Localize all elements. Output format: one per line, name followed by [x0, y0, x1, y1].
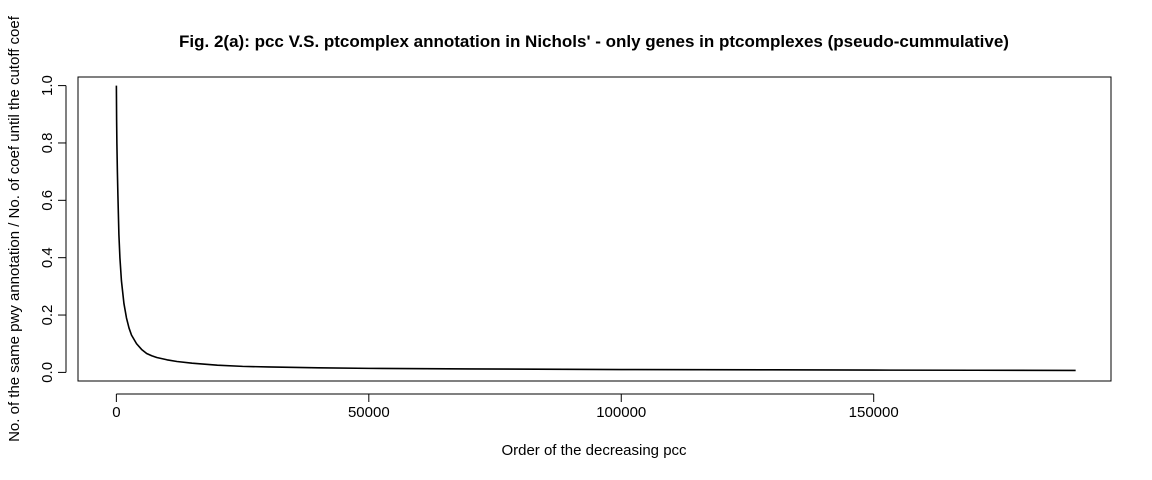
series-layer [115, 85, 1076, 372]
y-tick-label: 0.6 [39, 190, 56, 211]
x-axis-label: Order of the decreasing pcc [501, 442, 687, 459]
x-axis: 0 50000 100000 150000 [112, 393, 899, 421]
x-tick-label: 0 [112, 404, 120, 421]
y-tick-label: 0.0 [39, 362, 56, 383]
series-line [115, 85, 1076, 372]
x-tick-label: 100000 [596, 404, 646, 421]
y-axis: 0.0 0.2 0.4 0.6 0.8 1.0 [39, 75, 67, 383]
y-axis-label: No. of the same pwy annotation / No. of … [6, 15, 23, 442]
y-tick-label: 0.8 [39, 133, 56, 154]
x-tick-label: 50000 [348, 404, 390, 421]
plot-area [77, 76, 1112, 382]
y-tick-label: 1.0 [39, 75, 56, 96]
y-tick-label: 0.4 [39, 247, 56, 268]
y-tick-label: 0.2 [39, 305, 56, 326]
x-tick-label: 150000 [849, 404, 899, 421]
chart-title: Fig. 2(a): pcc V.S. ptcomplex annotation… [179, 32, 1009, 51]
